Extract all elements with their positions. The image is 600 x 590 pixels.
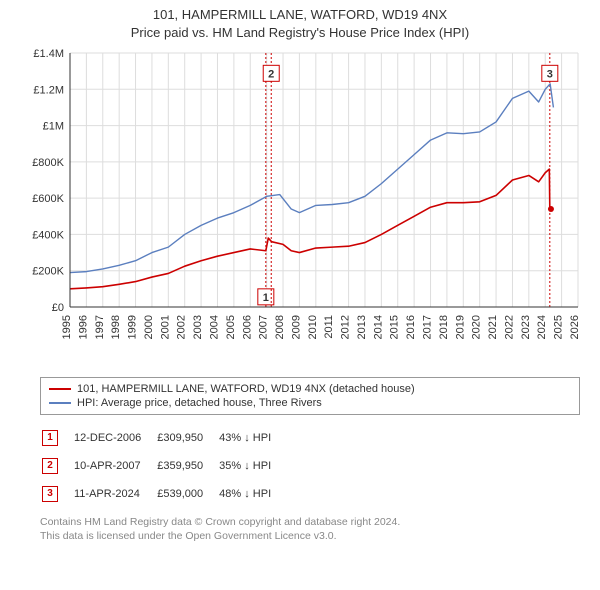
event-date: 11-APR-2024	[74, 481, 155, 507]
table-row: 2 10-APR-2007£359,95035% ↓ HPI	[42, 453, 285, 479]
footnote: Contains HM Land Registry data © Crown c…	[40, 515, 580, 543]
svg-text:£1M: £1M	[43, 121, 64, 133]
svg-text:2020: 2020	[471, 315, 483, 339]
legend-item: HPI: Average price, detached house, Thre…	[49, 396, 571, 410]
legend-label: 101, HAMPERMILL LANE, WATFORD, WD19 4NX …	[77, 383, 415, 395]
svg-text:1997: 1997	[94, 315, 106, 339]
svg-text:1996: 1996	[77, 315, 89, 339]
svg-text:2: 2	[268, 68, 274, 80]
title-line2: Price paid vs. HM Land Registry's House …	[0, 24, 600, 42]
legend-label: HPI: Average price, detached house, Thre…	[77, 397, 322, 409]
svg-text:2003: 2003	[192, 315, 204, 339]
line-chart-svg: £0 £200K £400K £600K £800K £1M £1.2M £1.4M 1995 1…	[20, 47, 580, 367]
svg-text:2024: 2024	[536, 315, 548, 339]
events-table: 1 12-DEC-2006£309,95043% ↓ HPI 2 10-APR-200…	[40, 423, 287, 509]
svg-text:3: 3	[547, 68, 553, 80]
event-delta: 48% ↓ HPI	[219, 481, 285, 507]
svg-text:2022: 2022	[503, 315, 515, 339]
chart-container: 101, HAMPERMILL LANE, WATFORD, WD19 4NX …	[0, 0, 600, 590]
svg-text:£800K: £800K	[32, 157, 64, 169]
svg-text:2011: 2011	[323, 315, 335, 339]
event-price: £309,950	[157, 425, 217, 451]
svg-text:2006: 2006	[241, 315, 253, 339]
svg-text:1: 1	[263, 292, 269, 304]
svg-text:2000: 2000	[143, 315, 155, 339]
event-marker-icon: 3	[42, 486, 58, 502]
event-delta: 35% ↓ HPI	[219, 453, 285, 479]
event-date: 12-DEC-2006	[74, 425, 155, 451]
svg-text:2018: 2018	[438, 315, 450, 339]
table-row: 1 12-DEC-2006£309,95043% ↓ HPI	[42, 425, 285, 451]
svg-text:2021: 2021	[487, 315, 499, 339]
event-delta: 43% ↓ HPI	[219, 425, 285, 451]
svg-text:2026: 2026	[569, 315, 580, 339]
svg-text:2012: 2012	[340, 315, 352, 339]
svg-text:2023: 2023	[520, 315, 532, 339]
table-row: 3 11-APR-2024£539,00048% ↓ HPI	[42, 481, 285, 507]
svg-text:2001: 2001	[159, 315, 171, 339]
legend: 101, HAMPERMILL LANE, WATFORD, WD19 4NX …	[40, 377, 580, 415]
svg-text:2015: 2015	[389, 315, 401, 339]
svg-text:£200K: £200K	[32, 266, 64, 278]
event-date: 10-APR-2007	[74, 453, 155, 479]
svg-text:2017: 2017	[422, 315, 434, 339]
legend-item: 101, HAMPERMILL LANE, WATFORD, WD19 4NX …	[49, 382, 571, 396]
svg-text:2019: 2019	[454, 315, 466, 339]
svg-text:2008: 2008	[274, 315, 286, 339]
event-price: £359,950	[157, 453, 217, 479]
chart-area: £0 £200K £400K £600K £800K £1M £1.2M £1.4M 1995 1…	[20, 47, 580, 367]
svg-text:£0: £0	[52, 302, 64, 314]
svg-text:£1.2M: £1.2M	[33, 84, 64, 96]
svg-text:2010: 2010	[307, 315, 319, 339]
footnote-line: This data is licensed under the Open Gov…	[40, 529, 580, 543]
svg-text:2016: 2016	[405, 315, 417, 339]
title-line1: 101, HAMPERMILL LANE, WATFORD, WD19 4NX	[0, 6, 600, 24]
legend-swatch	[49, 388, 71, 390]
svg-text:2009: 2009	[290, 315, 302, 339]
event-marker-icon: 1	[42, 430, 58, 446]
event-marker-icon: 2	[42, 458, 58, 474]
svg-text:1999: 1999	[127, 315, 139, 339]
svg-text:2013: 2013	[356, 315, 368, 339]
svg-text:2007: 2007	[258, 315, 270, 339]
event-price: £539,000	[157, 481, 217, 507]
svg-text:£400K: £400K	[32, 230, 64, 242]
svg-text:2002: 2002	[176, 315, 188, 339]
svg-text:1995: 1995	[61, 315, 73, 339]
svg-text:2004: 2004	[208, 315, 220, 339]
svg-text:2014: 2014	[372, 315, 384, 339]
svg-text:£1.4M: £1.4M	[33, 48, 64, 60]
svg-text:1998: 1998	[110, 315, 122, 339]
chart-title: 101, HAMPERMILL LANE, WATFORD, WD19 4NX …	[0, 0, 600, 41]
svg-text:2005: 2005	[225, 315, 237, 339]
legend-swatch	[49, 402, 71, 404]
svg-text:£600K: £600K	[32, 193, 64, 205]
svg-text:2025: 2025	[553, 315, 565, 339]
footnote-line: Contains HM Land Registry data © Crown c…	[40, 515, 580, 529]
